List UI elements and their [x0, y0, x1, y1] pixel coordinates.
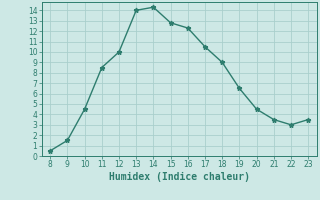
X-axis label: Humidex (Indice chaleur): Humidex (Indice chaleur)	[109, 172, 250, 182]
